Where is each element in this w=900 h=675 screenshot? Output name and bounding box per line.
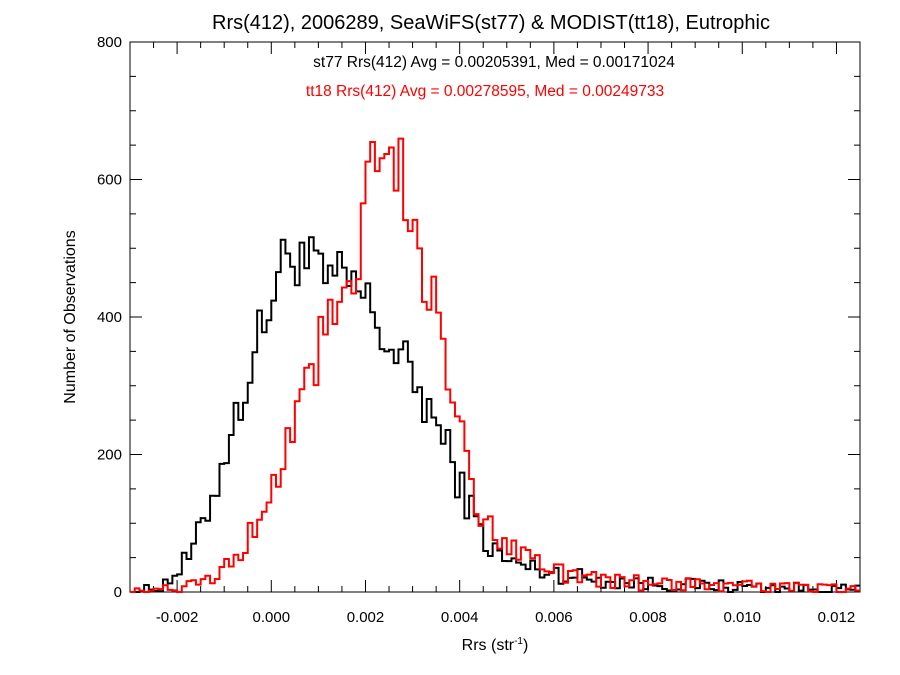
y-axis-label: Number of Observations [62, 230, 79, 403]
series-line-tt18 [130, 137, 860, 593]
x-tick-label: 0.010 [723, 609, 761, 626]
x-tick-label: 0.012 [818, 609, 856, 626]
chart-title: Rrs(412), 2006289, SeaWiFS(st77) & MODIS… [212, 12, 770, 34]
x-tick-label: 0.004 [441, 609, 479, 626]
y-tick-label: 0 [114, 584, 122, 601]
x-tick-label: 0.000 [253, 609, 291, 626]
series-line-st77 [130, 236, 860, 593]
plot-area-frame [129, 41, 861, 593]
y-tick-label: 200 [97, 447, 122, 464]
annotation-tt18: tt18 Rrs(412) Avg = 0.00278595, Med = 0.… [306, 83, 664, 100]
annotation-st77: st77 Rrs(412) Avg = 0.00205391, Med = 0.… [313, 54, 675, 71]
x-axis-label-main: Rrs (str [462, 637, 515, 654]
y-tick-label: 600 [97, 172, 122, 189]
x-axis-label-close: ) [523, 637, 528, 654]
x-tick-label: 0.008 [629, 609, 667, 626]
x-axis-label-sup: -1 [514, 636, 523, 647]
y-axis-ticks: 0 200 400 600 800 [97, 34, 860, 601]
y-tick-label: 400 [97, 309, 122, 326]
x-axis-label: Rrs (str-1) [462, 636, 529, 654]
x-tick-label: 0.002 [347, 609, 385, 626]
y-tick-label: 800 [97, 34, 122, 51]
series-layer [130, 137, 860, 593]
x-tick-label: 0.006 [535, 609, 573, 626]
x-tick-label: -0.002 [156, 609, 199, 626]
x-axis-ticks: -0.002 0.000 0.002 0.004 0.006 0.008 0.010 0.01… [129, 42, 861, 626]
